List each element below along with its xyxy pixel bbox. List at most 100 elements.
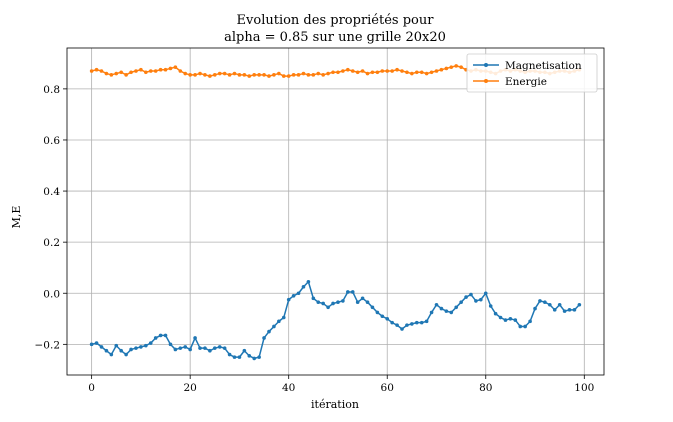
data-point-energie: [237, 73, 242, 77]
data-point-magnetisation: [129, 347, 133, 352]
data-point-magnetisation: [548, 302, 552, 307]
y-tick-label: 0.8: [43, 84, 60, 96]
data-point-energie: [213, 73, 217, 77]
data-point-magnetisation: [405, 323, 409, 327]
data-point-magnetisation: [188, 347, 192, 352]
data-point-magnetisation: [99, 345, 104, 349]
data-point-energie: [429, 70, 434, 75]
data-point-energie: [326, 71, 330, 76]
data-point-magnetisation: [168, 342, 173, 347]
data-point-energie: [124, 73, 128, 77]
data-point-magnetisation: [336, 300, 340, 304]
data-point-energie: [336, 70, 340, 75]
data-point-energie: [459, 65, 463, 69]
data-point-magnetisation: [424, 319, 429, 324]
data-point-energie: [139, 67, 143, 72]
data-point-energie: [281, 74, 286, 78]
data-point-magnetisation: [385, 317, 390, 321]
data-point-energie: [311, 73, 316, 77]
data-point-magnetisation: [89, 342, 94, 347]
data-point-magnetisation: [222, 346, 227, 350]
data-point-energie: [173, 65, 178, 69]
data-point-magnetisation: [252, 356, 257, 361]
data-point-energie: [410, 71, 414, 76]
data-point-magnetisation: [533, 306, 537, 311]
data-point-magnetisation: [316, 300, 321, 304]
data-point-energie: [375, 70, 380, 75]
data-point-magnetisation: [163, 333, 168, 338]
y-axis-ticks: −0.2 0.0 0.2 0.4 0.6 0.8: [35, 84, 67, 351]
data-point-magnetisation: [183, 345, 188, 349]
data-point-energie: [424, 71, 429, 76]
data-point-energie: [454, 64, 459, 68]
data-point-magnetisation: [543, 300, 547, 304]
plot-area-frame: [66, 47, 605, 376]
data-point-magnetisation: [498, 315, 503, 320]
data-point-magnetisation: [272, 324, 276, 329]
data-point-energie: [262, 73, 266, 77]
data-point-magnetisation: [365, 300, 370, 304]
data-point-magnetisation: [173, 347, 178, 352]
data-point-energie: [316, 71, 321, 76]
data-point-magnetisation: [301, 285, 306, 289]
data-point-energie: [94, 67, 99, 72]
data-point-energie: [444, 66, 449, 71]
data-point-magnetisation: [469, 292, 473, 297]
data-point-magnetisation: [513, 318, 518, 322]
data-point-magnetisation: [326, 305, 330, 310]
data-point-energie: [341, 69, 345, 73]
data-point-energie: [188, 73, 192, 77]
data-point-magnetisation: [483, 291, 488, 296]
data-point-magnetisation: [158, 333, 163, 338]
data-point-magnetisation: [193, 336, 197, 340]
legend: Magnetisation Energie: [466, 53, 598, 93]
x-tick-label: 80: [479, 382, 492, 394]
data-point-magnetisation: [148, 341, 153, 345]
legend-label-magnetisation: Magnetisation: [505, 60, 582, 72]
data-point-magnetisation: [577, 302, 582, 307]
series-line-magnetisation: [91, 281, 580, 360]
data-point-magnetisation: [257, 355, 261, 359]
data-point-energie: [286, 74, 291, 78]
data-point-energie: [198, 71, 202, 76]
data-point-energie: [360, 69, 365, 73]
data-point-energie: [321, 73, 325, 77]
chart-title-line-2: alpha = 0.85 sur une grille 20x20: [224, 30, 446, 45]
data-point-energie: [129, 70, 133, 75]
data-point-magnetisation: [306, 279, 311, 284]
data-point-magnetisation: [124, 352, 128, 357]
data-point-energie: [291, 73, 296, 77]
data-point-energie: [134, 69, 138, 73]
data-point-magnetisation: [139, 345, 143, 349]
data-point-energie: [232, 71, 237, 76]
y-tick-label: 0.2: [43, 237, 60, 249]
data-point-magnetisation: [341, 299, 345, 303]
data-point-energie: [296, 73, 301, 77]
x-tick-label: 40: [282, 382, 295, 394]
data-point-magnetisation: [479, 297, 483, 302]
data-point-magnetisation: [434, 302, 439, 307]
x-tick-label: 0: [88, 382, 95, 394]
data-point-magnetisation: [331, 301, 335, 306]
data-point-magnetisation: [217, 345, 222, 349]
series-magnetisation: [89, 279, 582, 361]
data-point-magnetisation: [449, 310, 454, 315]
data-point-magnetisation: [395, 323, 399, 327]
data-point-energie: [257, 73, 261, 77]
data-point-energie: [252, 73, 257, 77]
data-point-energie: [242, 73, 247, 77]
data-point-magnetisation: [134, 346, 138, 350]
data-point-magnetisation: [232, 355, 237, 359]
data-point-energie: [99, 69, 104, 73]
data-point-magnetisation: [267, 329, 271, 334]
data-point-magnetisation: [572, 308, 577, 312]
data-point-magnetisation: [488, 304, 493, 308]
data-point-magnetisation: [242, 348, 247, 353]
data-point-energie: [370, 70, 375, 75]
data-point-energie: [390, 69, 394, 73]
chart-title-line-1: Evolution des propriétés pour: [237, 13, 435, 28]
legend-label-energie: Energie: [505, 76, 547, 88]
data-point-energie: [208, 74, 212, 78]
x-axis-ticks: 0 20 40 60 80 100: [88, 375, 594, 394]
